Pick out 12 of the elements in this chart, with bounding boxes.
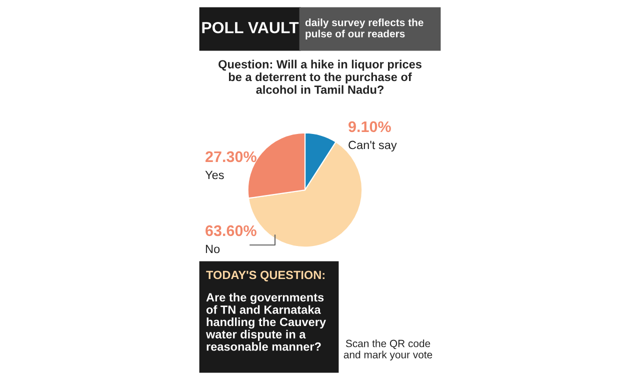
slice-label: Can't say: [348, 140, 397, 152]
text: Are the governments of TN and Karnataka handling the Cauvery water dispute in a reasonable manner?: [206, 292, 326, 351]
data-label: 9.10%: [348, 121, 391, 132]
data-label: 63.60%: [206, 225, 256, 236]
chart-title: POLL VAULT: [202, 22, 299, 34]
slice-label: Yes: [205, 170, 224, 180]
slice-label: No: [206, 244, 220, 254]
text: Scan the QR code and mark your vote: [344, 340, 432, 360]
chart-subtitle: daily survey reflects the pulse of our readers: [305, 18, 424, 40]
text: TODAY'S QUESTION:: [206, 270, 324, 282]
data-label: 27.30%: [206, 151, 256, 162]
text: Question: Will a hike in liquor prices be a deterrent to the purchase of alcohol in Tamil Nadu?: [218, 60, 422, 94]
